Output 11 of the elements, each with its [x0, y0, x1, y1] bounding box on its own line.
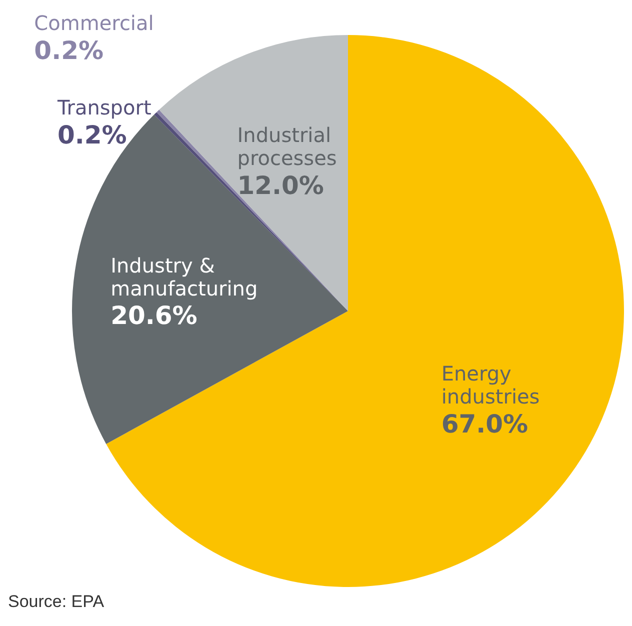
data-label: 0.2% — [57, 120, 127, 150]
data-label: 20.6% — [110, 301, 198, 330]
data-label: 67.0% — [441, 409, 528, 438]
source-note: Source: EPA — [8, 592, 106, 612]
slice-label: Industry & manufacturing — [110, 253, 258, 300]
slice-label: Energy industries — [441, 362, 540, 408]
slice-label: Industrial processes — [237, 123, 337, 170]
data-label: 0.2% — [34, 36, 104, 65]
slice-label: Commercial — [34, 11, 154, 36]
data-label: 12.0% — [237, 171, 324, 200]
slice-label: Transport — [56, 96, 152, 120]
